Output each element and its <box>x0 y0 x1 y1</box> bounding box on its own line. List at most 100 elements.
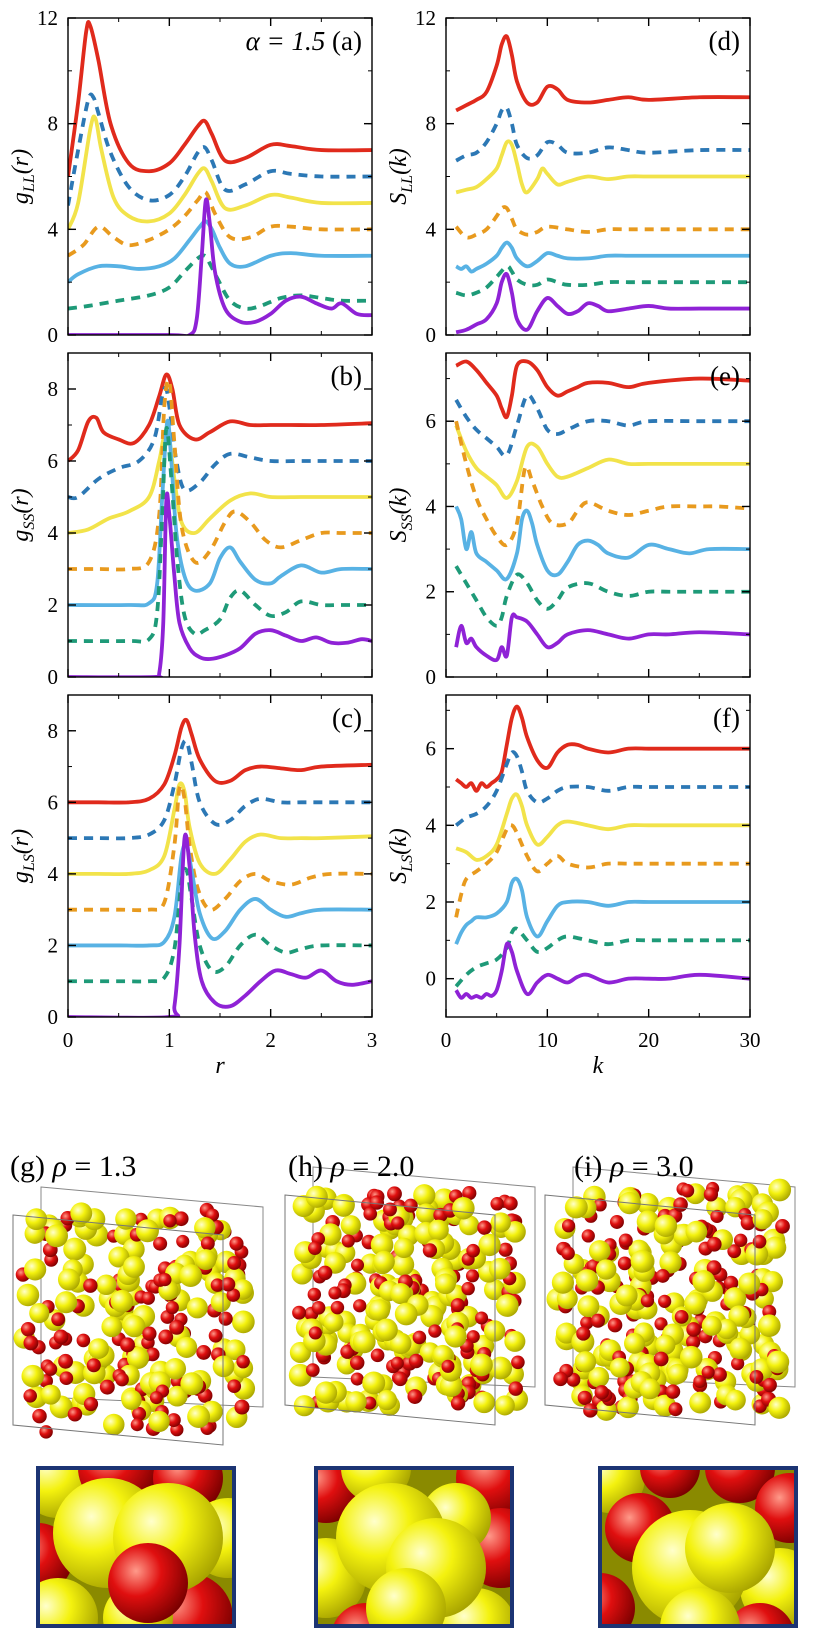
sphere-small <box>752 1234 767 1249</box>
sphere-small <box>561 1219 576 1233</box>
series-line-yellow <box>455 139 750 195</box>
panel-c: 0 2 4 6 8 0 1 2 3 r gLS(r) (c) <box>8 694 377 1079</box>
sphere-large <box>555 1322 578 1344</box>
panel-letter: (f) <box>713 703 740 733</box>
y-tick-label: 6 <box>48 790 59 814</box>
sphere-large <box>659 1251 682 1274</box>
panel-label: α = 1.5 (a) <box>246 26 362 56</box>
x-tick-label: 0 <box>63 1028 74 1052</box>
sphere-small <box>53 1329 69 1345</box>
series-line-red <box>454 704 750 793</box>
sphere-large <box>489 1257 511 1280</box>
x-tick-label: 20 <box>638 1028 659 1052</box>
panel-letter: (a) <box>332 26 362 56</box>
plot-frame <box>445 352 751 678</box>
sphere-large <box>624 1332 645 1354</box>
sphere-large <box>551 1271 575 1294</box>
y-label-sub: LL <box>399 175 416 194</box>
cube-rho-3-0 <box>544 1166 796 1426</box>
sphere-large <box>180 1372 204 1396</box>
y-tick-label: 4 <box>48 217 59 241</box>
sphere-small <box>685 1334 701 1350</box>
sphere-large <box>393 1237 415 1259</box>
y-tick-label: 4 <box>426 217 437 241</box>
series-line-orange-dashed <box>68 378 372 572</box>
sphere-small <box>169 1319 185 1335</box>
panel-label: (c) <box>332 703 362 733</box>
sphere-small <box>441 1359 455 1373</box>
sphere-small <box>422 1243 438 1258</box>
series-line-yellow <box>455 792 750 862</box>
sphere-small <box>387 1186 402 1202</box>
series-line-red <box>455 359 750 420</box>
sphere-small <box>353 1299 367 1313</box>
y-tick-label: 0 <box>48 323 59 347</box>
series-group <box>68 372 372 677</box>
x-tick-label: 2 <box>265 1028 276 1052</box>
x-tick-label: 10 <box>537 1028 558 1052</box>
y-tick-label: 12 <box>37 6 58 30</box>
sphere-small <box>749 1370 764 1384</box>
y-label-arg: (r) <box>8 149 34 174</box>
sphere-large <box>752 1209 773 1230</box>
sphere-large <box>394 1302 418 1326</box>
series-line-lightblue <box>68 418 372 608</box>
sphere-small <box>20 1322 36 1337</box>
sphere-large <box>574 1351 597 1373</box>
sphere-large <box>373 1250 395 1273</box>
sphere-large <box>428 1219 449 1241</box>
y-label-arg: (k) <box>386 148 412 175</box>
sphere-large <box>101 1316 123 1338</box>
y-tick-label: 4 <box>48 862 59 886</box>
sphere-large <box>38 1578 98 1626</box>
series-line-orange-dashed <box>454 823 750 918</box>
sphere-large <box>768 1396 791 1419</box>
sphere-small <box>581 1229 595 1243</box>
sphere-small <box>132 1406 147 1421</box>
sphere-small <box>218 1311 233 1326</box>
y-tick-label: 4 <box>48 521 59 545</box>
sphere-small <box>308 1326 322 1340</box>
zoom-frame-rho-3-0 <box>598 1466 798 1628</box>
series-line-green-dashed <box>68 866 372 984</box>
sphere-small <box>710 1209 724 1224</box>
sphere-small <box>51 1312 66 1327</box>
y-tick-label: 0 <box>426 967 437 991</box>
sphere-large <box>194 1217 216 1239</box>
series-group <box>454 359 750 663</box>
sphere-large <box>639 1378 661 1400</box>
sphere-large <box>391 1253 415 1276</box>
sphere-large <box>654 1214 678 1238</box>
sphere-small <box>39 1425 53 1439</box>
sphere-large <box>716 1318 737 1340</box>
sphere-small <box>412 1330 427 1345</box>
y-label-sub: LL <box>21 174 38 193</box>
series-line-green-dashed <box>454 926 750 988</box>
sphere-small <box>617 1256 632 1271</box>
y-tick-label: 2 <box>48 933 59 957</box>
sphere-large <box>655 1334 676 1355</box>
sphere-large <box>332 1195 355 1217</box>
sphere-large <box>55 1291 78 1314</box>
sphere-small <box>498 1242 513 1257</box>
sphere-large <box>24 1258 47 1281</box>
x-tick-label: 1 <box>164 1028 175 1052</box>
y-label-base: S <box>386 872 412 884</box>
sphere-small <box>461 1281 475 1296</box>
sphere-large <box>757 1314 781 1338</box>
sphere-large <box>362 1371 386 1395</box>
sphere-large <box>459 1215 480 1236</box>
sphere-large <box>435 1273 456 1295</box>
panel-label: (d) <box>709 26 740 56</box>
series-line-blue-dashed <box>68 92 372 206</box>
sphere-large <box>617 1396 639 1419</box>
caption-h: (h) ρ = 2.0 <box>288 1150 415 1183</box>
sphere-small <box>450 1396 466 1411</box>
cube-rho-1-3 <box>12 1186 264 1446</box>
cube-front-edge <box>12 1214 224 1446</box>
sphere-small <box>330 1300 345 1315</box>
sphere-small <box>475 1311 489 1325</box>
sphere-large <box>745 1242 769 1266</box>
sphere-small <box>227 1379 242 1394</box>
